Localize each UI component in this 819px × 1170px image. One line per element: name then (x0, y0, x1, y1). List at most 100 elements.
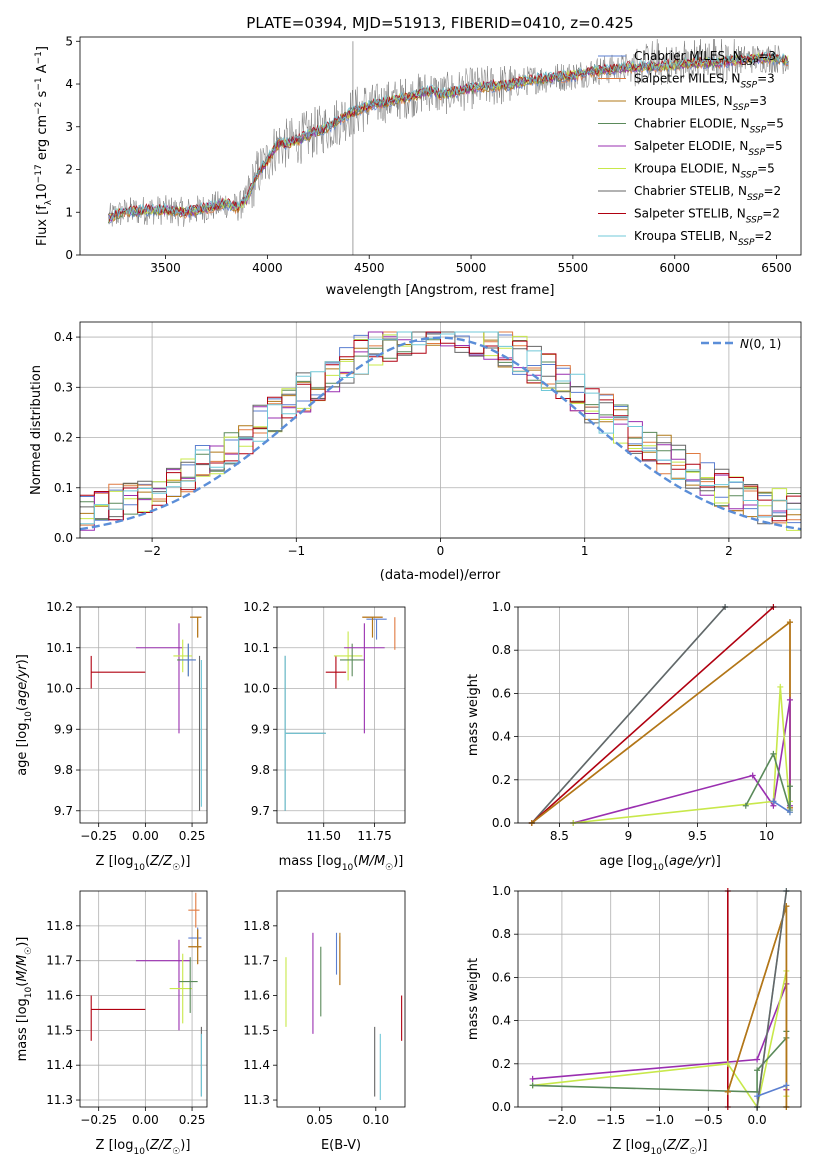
x-tick-label: 6500 (761, 261, 792, 275)
y-tick-label: 2 (65, 163, 73, 177)
y-tick-label: 0.1 (54, 481, 73, 495)
y-tick-label: 0.0 (492, 816, 511, 830)
plot-area-mass_vs_ebv (285, 932, 403, 1101)
y-axis-label: Normed distribution (29, 365, 44, 495)
y-tick-label: 9.7 (54, 804, 73, 818)
y-tick-label: 9.8 (251, 763, 270, 777)
legend: Chabrier MILES, NSSP=3 Salpeter MILES, NS… (598, 49, 784, 248)
axes-spectrum: 3500 4000 4500 5000 5500 6000 6500 0 1 2 3 4 5 Chabri… (65, 34, 802, 275)
plot-area-age_vs_mass (284, 616, 396, 811)
x-axis-label: Z [log10(Z/Z☉)] (613, 1138, 708, 1157)
normal-curve (79, 336, 802, 531)
model-spectrum-line (108, 51, 789, 222)
weight-line (745, 751, 791, 811)
y-tick-label: 10.2 (243, 600, 270, 614)
axes-frame (79, 321, 802, 539)
x-axis-label: mass [log10(M/M☉)] (279, 854, 404, 873)
plot-area-spectrum (108, 39, 789, 255)
x-tick-label: 11.75 (357, 829, 391, 843)
model-spectrum-line (108, 51, 789, 221)
residual-histogram (80, 331, 801, 518)
weight-line (756, 890, 788, 1108)
legend-label: Kroupa STELIB, NSSP=2 (634, 229, 772, 248)
weight-line (531, 620, 791, 824)
y-tick-label: 0.2 (54, 431, 73, 445)
y-tick-label: 1 (65, 205, 73, 219)
axes-weight_vs_age: 8.5 9 9.5 10 0.0 0.2 0.4 0.6 0.8 1.0 (492, 600, 802, 843)
axes-weight_vs_Z: −2.0 −1.5 −1.0 −0.5 0.0 0.0 0.2 0.4 0.6 0.8 1.0 (492, 884, 802, 1127)
x-tick-label: −1 (287, 544, 305, 558)
x-tick-label: 9.5 (688, 829, 707, 843)
x-tick-label: 0.25 (179, 1113, 206, 1127)
plot-area-weight_vs_Z (529, 888, 790, 1110)
x-tick-label: 1 (581, 544, 589, 558)
chart-title: PLATE=0394, MJD=51913, FIBERID=0410, z=0… (246, 14, 633, 32)
y-tick-label: 1.0 (492, 884, 511, 898)
x-tick-label: 0.00 (132, 1113, 159, 1127)
weight-line (756, 1084, 787, 1097)
data-point-marker (529, 1082, 536, 1089)
y-tick-label: 0.0 (492, 1100, 511, 1114)
legend-label: Kroupa MILES, NSSP=3 (634, 94, 767, 113)
axes-frame (276, 890, 406, 1108)
axes-frame (276, 606, 406, 824)
plot-area-age_vs_Z (90, 616, 202, 811)
legend-label: Chabrier MILES, NSSP=3 (634, 49, 776, 68)
y-tick-label: 0.6 (492, 686, 511, 700)
data-point-marker (786, 619, 793, 626)
data-point-marker (754, 1067, 761, 1074)
y-tick-label: 0.3 (54, 380, 73, 394)
x-tick-label: −0.25 (80, 1113, 117, 1127)
y-tick-label: 0.4 (492, 1014, 511, 1028)
data-point-marker (770, 798, 777, 805)
axes-age_vs_Z: −0.25 0.00 0.25 9.7 9.8 9.9 10.0 10.1 10.2 (46, 600, 208, 843)
y-axis-label: mass weight (466, 958, 481, 1040)
y-tick-label: 11.6 (46, 989, 73, 1003)
data-point-marker (770, 750, 777, 757)
x-axis-label: age [log10(age/yr)] (599, 854, 721, 873)
weight-line (772, 800, 791, 813)
data-point-marker (754, 1093, 761, 1100)
plot-area-residuals (79, 331, 802, 531)
data-point-marker (749, 772, 756, 779)
y-tick-label: 0.0 (54, 531, 73, 545)
axes-frame (79, 890, 208, 1108)
y-tick-label: 11.8 (243, 919, 270, 933)
plot-area-weight_vs_age (528, 604, 793, 826)
y-tick-label: 1.0 (492, 600, 511, 614)
x-axis-label: E(B-V) (321, 1138, 361, 1153)
y-tick-label: 0.4 (54, 330, 73, 344)
legend-label: Salpeter ELODIE, NSSP=5 (634, 139, 783, 158)
data-point-marker (786, 783, 793, 790)
x-tick-label: 0.05 (306, 1113, 333, 1127)
weight-line (572, 699, 791, 824)
x-tick-label: 2 (725, 544, 733, 558)
y-tick-label: 0.2 (492, 1057, 511, 1071)
y-tick-label: 11.8 (46, 919, 73, 933)
axes-mass_vs_Z: −0.25 0.00 0.25 11.3 11.4 11.5 11.6 11.7 11.8 (46, 890, 208, 1127)
x-tick-label: 8.5 (550, 829, 569, 843)
weight-line (531, 606, 726, 824)
y-tick-label: 11.7 (243, 954, 270, 968)
y-axis-label: age [log10(age/yr)] (15, 654, 34, 776)
y-tick-label: 11.5 (46, 1023, 73, 1037)
x-tick-label: 0.10 (362, 1113, 389, 1127)
y-tick-label: 11.4 (243, 1058, 270, 1072)
x-tick-label: −0.5 (694, 1113, 723, 1127)
data-point-marker (724, 1088, 731, 1095)
x-tick-label: −1.0 (645, 1113, 674, 1127)
y-tick-label: 11.3 (243, 1093, 270, 1107)
data-point-marker (754, 1056, 761, 1063)
x-axis-label: Z [log10(Z/Z☉)] (96, 1138, 191, 1157)
y-axis-label: mass [log10(M/M☉)] (15, 937, 34, 1062)
y-axis-label: mass weight (466, 674, 481, 756)
x-tick-label: 4500 (354, 261, 385, 275)
x-tick-label: 4000 (252, 261, 283, 275)
legend: N(0, 1) (701, 337, 781, 351)
axes-mass_vs_ebv: 0.05 0.10 11.3 11.4 11.5 11.6 11.7 11.8 (243, 890, 406, 1127)
axes-frame (517, 606, 802, 824)
axes-frame (517, 890, 802, 1108)
y-tick-label: 10.2 (46, 600, 73, 614)
x-tick-label: 0 (437, 544, 445, 558)
